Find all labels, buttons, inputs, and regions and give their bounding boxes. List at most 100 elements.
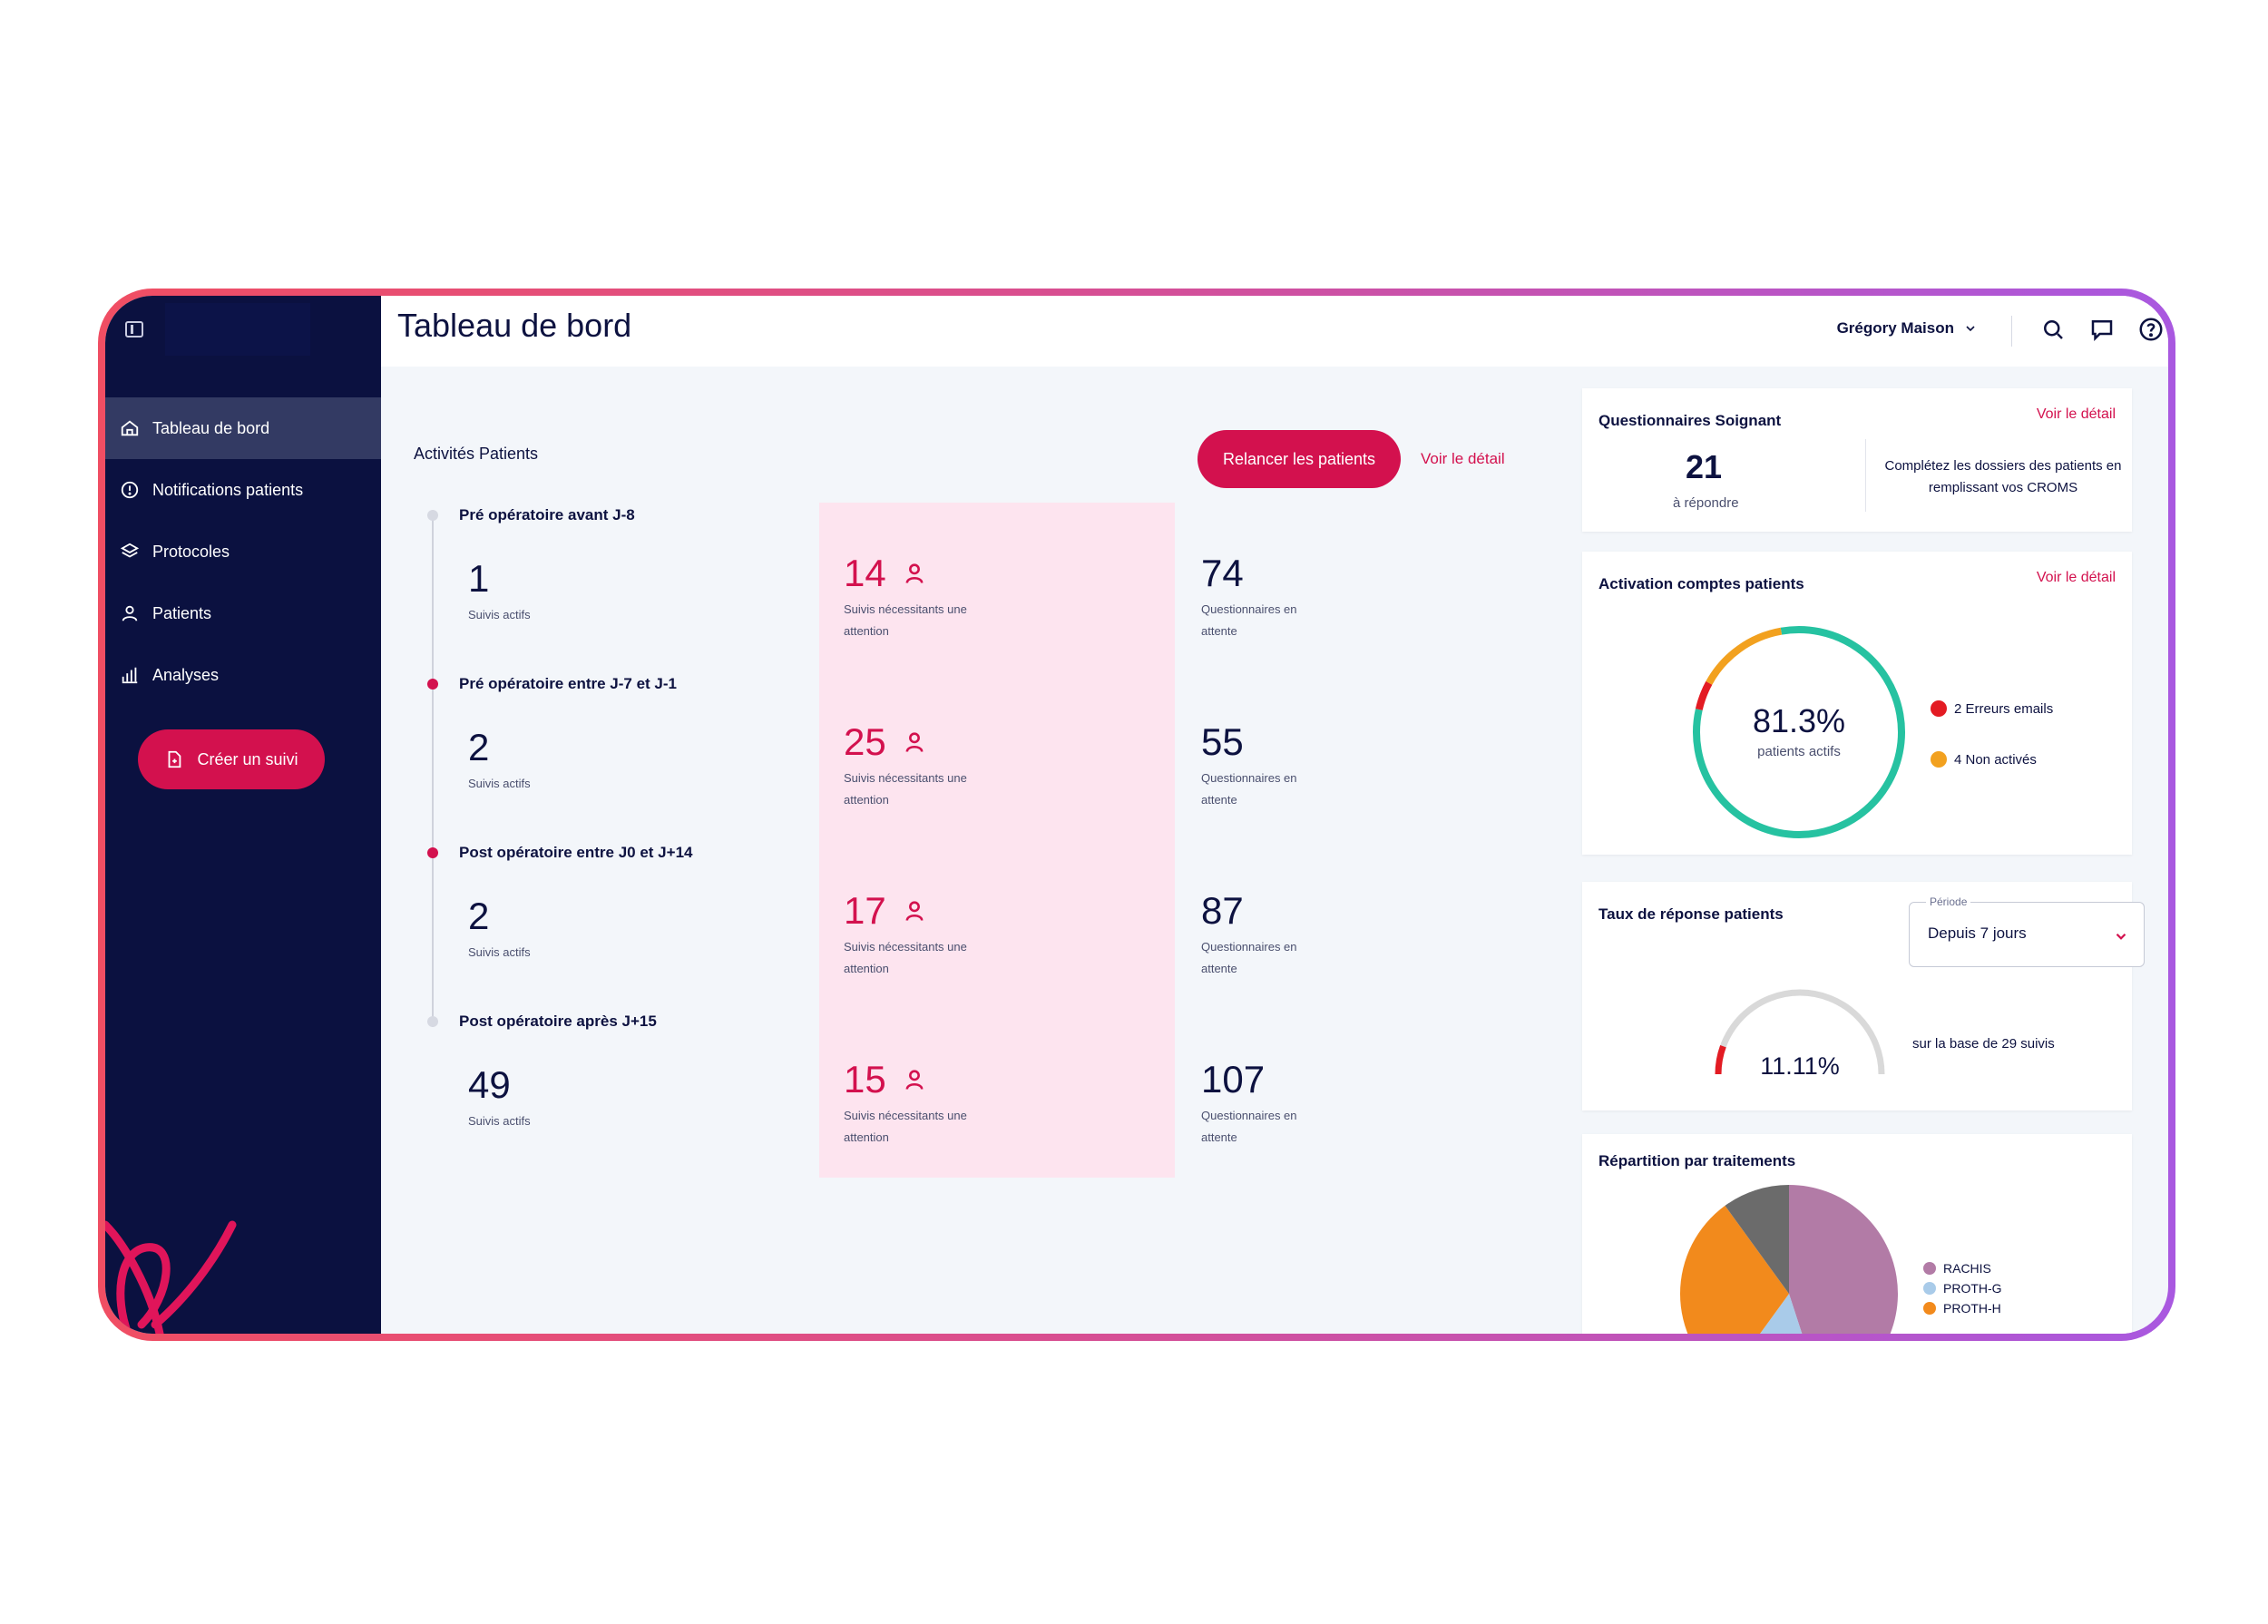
legend-dot (1923, 1282, 1936, 1295)
pending-label: Questionnaires en attente (1201, 602, 1297, 638)
legend-item: PROTH-H (1923, 1301, 2001, 1316)
response-rate-note: sur la base de 29 suivis (1912, 1036, 2055, 1052)
activities-title: Activités Patients (414, 445, 539, 463)
person-icon (905, 732, 924, 752)
help-icon (2139, 318, 2163, 341)
active-label: Suivis actifs (468, 777, 531, 790)
sidebar-item-label: Notifications patients (152, 480, 304, 499)
questionnaires-count: 21 (1686, 448, 1723, 485)
divider (1865, 439, 1866, 512)
pie-slice-proth-h[interactable] (1680, 1205, 1789, 1334)
bar-chart-icon (122, 667, 138, 684)
top-bar: Tableau de bord Grégory Maison (381, 296, 2168, 367)
right-panel: Questionnaires Soignant Voir le détail 2… (1569, 367, 2146, 1334)
questionnaires-detail-link[interactable]: Voir le détail (2036, 406, 2116, 422)
page-title: Tableau de bord (397, 307, 632, 344)
active-label: Suivis actifs (468, 608, 531, 621)
attention-count[interactable]: 17 (844, 889, 886, 932)
activities-detail-link[interactable]: Voir le détail (1421, 450, 1505, 467)
active-count: 1 (468, 557, 490, 600)
timeline-line (432, 515, 434, 1027)
period-select[interactable]: Période Depuis 7 jours (1909, 895, 2145, 967)
pending-label: Questionnaires en attente (1201, 1109, 1297, 1144)
divider (2011, 316, 2012, 347)
sidebar-item-label: Analyses (152, 665, 220, 684)
attention-count[interactable]: 15 (844, 1058, 886, 1101)
pie-slice-rachis[interactable] (1789, 1185, 1898, 1334)
questionnaires-message: Complétez les dossiers des patients en r… (1884, 458, 2122, 495)
sidebar: Tableau de bord Notifications patients P… (105, 296, 381, 1334)
pie-slice-other[interactable] (1725, 1185, 1789, 1294)
legend-item: RACHIS (1923, 1261, 1991, 1276)
activation-sub-label: patients actifs (1757, 744, 1841, 759)
active-count: 49 (468, 1063, 511, 1106)
active-label: Suivis actifs (468, 945, 531, 959)
period-select-label: Période (1926, 895, 1971, 908)
sidebar-item-label: Patients (152, 603, 212, 622)
attention-column (819, 503, 1175, 1178)
sidebar-item-protocols[interactable]: Protocoles (105, 521, 381, 582)
sidebar-item-analyses[interactable]: Analyses (105, 644, 381, 706)
search-icon (2044, 320, 2063, 339)
help-button[interactable] (2137, 316, 2165, 343)
timeline-dot (427, 847, 438, 858)
search-button[interactable] (2039, 316, 2067, 343)
user-menu[interactable]: Grégory Maison (1837, 319, 1978, 338)
response-rate-value: 11.11% (1760, 1052, 1840, 1080)
chat-icon (2091, 320, 2113, 342)
active-count: 2 (468, 726, 490, 768)
legend-label: RACHIS (1943, 1261, 1991, 1276)
person-icon (905, 901, 924, 921)
person-icon (905, 1070, 924, 1090)
device-frame: Tableau de bord Notifications patients P… (98, 289, 2175, 1341)
legend-item: 2 Erreurs emails (1931, 700, 2053, 717)
home-icon (121, 420, 139, 436)
legend-dot (1931, 700, 1947, 717)
gauge-track (1715, 989, 1885, 1075)
phase-label: Pré opératoire avant J-8 (459, 506, 635, 523)
activation-ring (1693, 626, 1905, 838)
sidebar-item-label: Tableau de bord (152, 418, 270, 437)
timeline-dot (427, 679, 438, 690)
legend-dot (1923, 1302, 1936, 1315)
relaunch-patients-button[interactable]: Relancer les patients (1198, 430, 1401, 488)
activation-detail-link[interactable]: Voir le détail (2036, 570, 2116, 585)
pending-count: 107 (1201, 1058, 1266, 1101)
legend-label: 2 Erreurs emails (1954, 700, 2054, 717)
legend-dot (1931, 751, 1947, 768)
sidebar-item-notifications[interactable]: Notifications patients (105, 459, 381, 521)
treatments-title: Répartition par traitements (1598, 1152, 1796, 1169)
active-count: 2 (468, 895, 490, 937)
response-rate-card: Taux de réponse patients Période Depuis … (1582, 882, 2145, 1110)
treatments-card: Répartition par traitements RACHIS PROTH… (1582, 1134, 2132, 1334)
period-select-value: Depuis 7 jours (1928, 925, 2027, 942)
create-followup-label: Créer un suivi (197, 749, 298, 768)
brand-swirl-icon (105, 1220, 237, 1334)
chevron-down-icon (2116, 933, 2126, 940)
pending-label: Questionnaires en attente (1201, 771, 1297, 807)
phase-label: Pré opératoire entre J-7 et J-1 (459, 675, 677, 692)
sidebar-nav: Tableau de bord Notifications patients P… (105, 397, 381, 706)
pending-count: 74 (1201, 552, 1244, 594)
sidebar-item-patients[interactable]: Patients (105, 582, 381, 644)
attention-label: Suivis nécessitants une attention (844, 1109, 967, 1144)
phase-label: Post opératoire entre J0 et J+14 (459, 844, 693, 861)
patient-activities: Activités Patients Relancer les patients… (381, 367, 1506, 1334)
questionnaires-count-label: à répondre (1673, 495, 1739, 511)
create-followup-button[interactable]: Créer un suivi (138, 729, 325, 789)
pie-slice-proth-g[interactable] (1725, 1294, 1823, 1334)
sidebar-item-label: Protocoles (152, 542, 230, 561)
sidebar-toggle-icon[interactable] (125, 321, 143, 338)
activation-card: Activation comptes patients Voir le déta… (1582, 552, 2132, 855)
sidebar-item-dashboard[interactable]: Tableau de bord (105, 397, 381, 459)
messages-button[interactable] (2088, 316, 2116, 343)
attention-count[interactable]: 14 (844, 552, 886, 594)
questionnaires-card: Questionnaires Soignant Voir le détail 2… (1582, 388, 2132, 532)
pending-count: 55 (1201, 720, 1244, 763)
activation-percent: 81.3% (1752, 702, 1846, 739)
activation-title: Activation comptes patients (1598, 575, 1804, 592)
attention-count[interactable]: 25 (844, 720, 886, 763)
document-add-icon (169, 750, 181, 768)
attention-label: Suivis nécessitants une attention (844, 602, 967, 638)
active-label: Suivis actifs (468, 1114, 531, 1128)
